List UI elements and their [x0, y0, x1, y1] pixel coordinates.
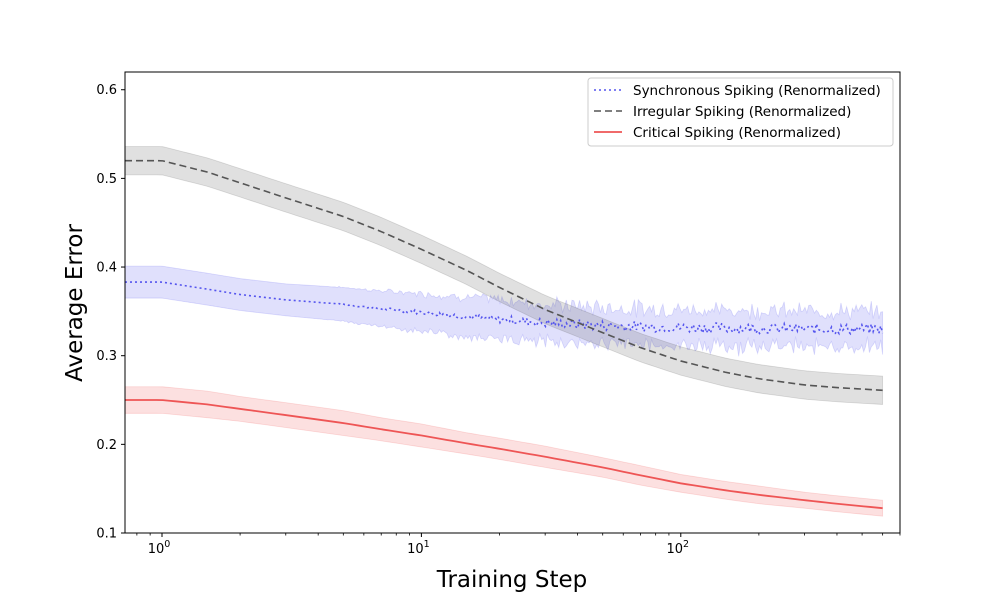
synchronous-spiking-line — [125, 281, 884, 337]
y-axis: 0.1 0.2 0.3 0.4 0.5 0.6 — [96, 83, 125, 542]
x-axis: 100 101 102 — [136, 533, 901, 557]
y-tick-label: 0.3 — [96, 349, 117, 364]
x-axis-title: Training Step — [436, 567, 587, 593]
y-tick-label: 0.4 — [96, 261, 117, 276]
x-tick-label: 101 — [407, 539, 430, 557]
x-tick-label: 100 — [148, 539, 171, 557]
y-tick-label: 0.6 — [96, 83, 117, 98]
y-tick-label: 0.5 — [96, 172, 117, 187]
x-tick-label: 102 — [666, 539, 689, 557]
synchronous-spiking-band — [125, 265, 884, 357]
plot-frame — [124, 71, 901, 534]
legend-label-synchronous: Synchronous Spiking (Renormalized) — [633, 83, 881, 99]
series-lines — [125, 159, 884, 510]
legend-label-critical: Critical Spiking (Renormalized) — [633, 125, 841, 141]
irregular-spiking-band — [125, 146, 884, 405]
legend-box — [587, 77, 894, 147]
irregular-spiking-line — [125, 159, 883, 392]
legend-label-irregular: Irregular Spiking (Renormalized) — [633, 104, 851, 120]
legend: Synchronous Spiking (Renormalized) Irregu… — [587, 77, 894, 147]
y-tick-label: 0.2 — [96, 438, 117, 453]
y-axis-title: Average Error — [62, 224, 88, 382]
critical-spiking-line — [125, 399, 883, 510]
y-tick-label: 0.1 — [96, 527, 117, 542]
